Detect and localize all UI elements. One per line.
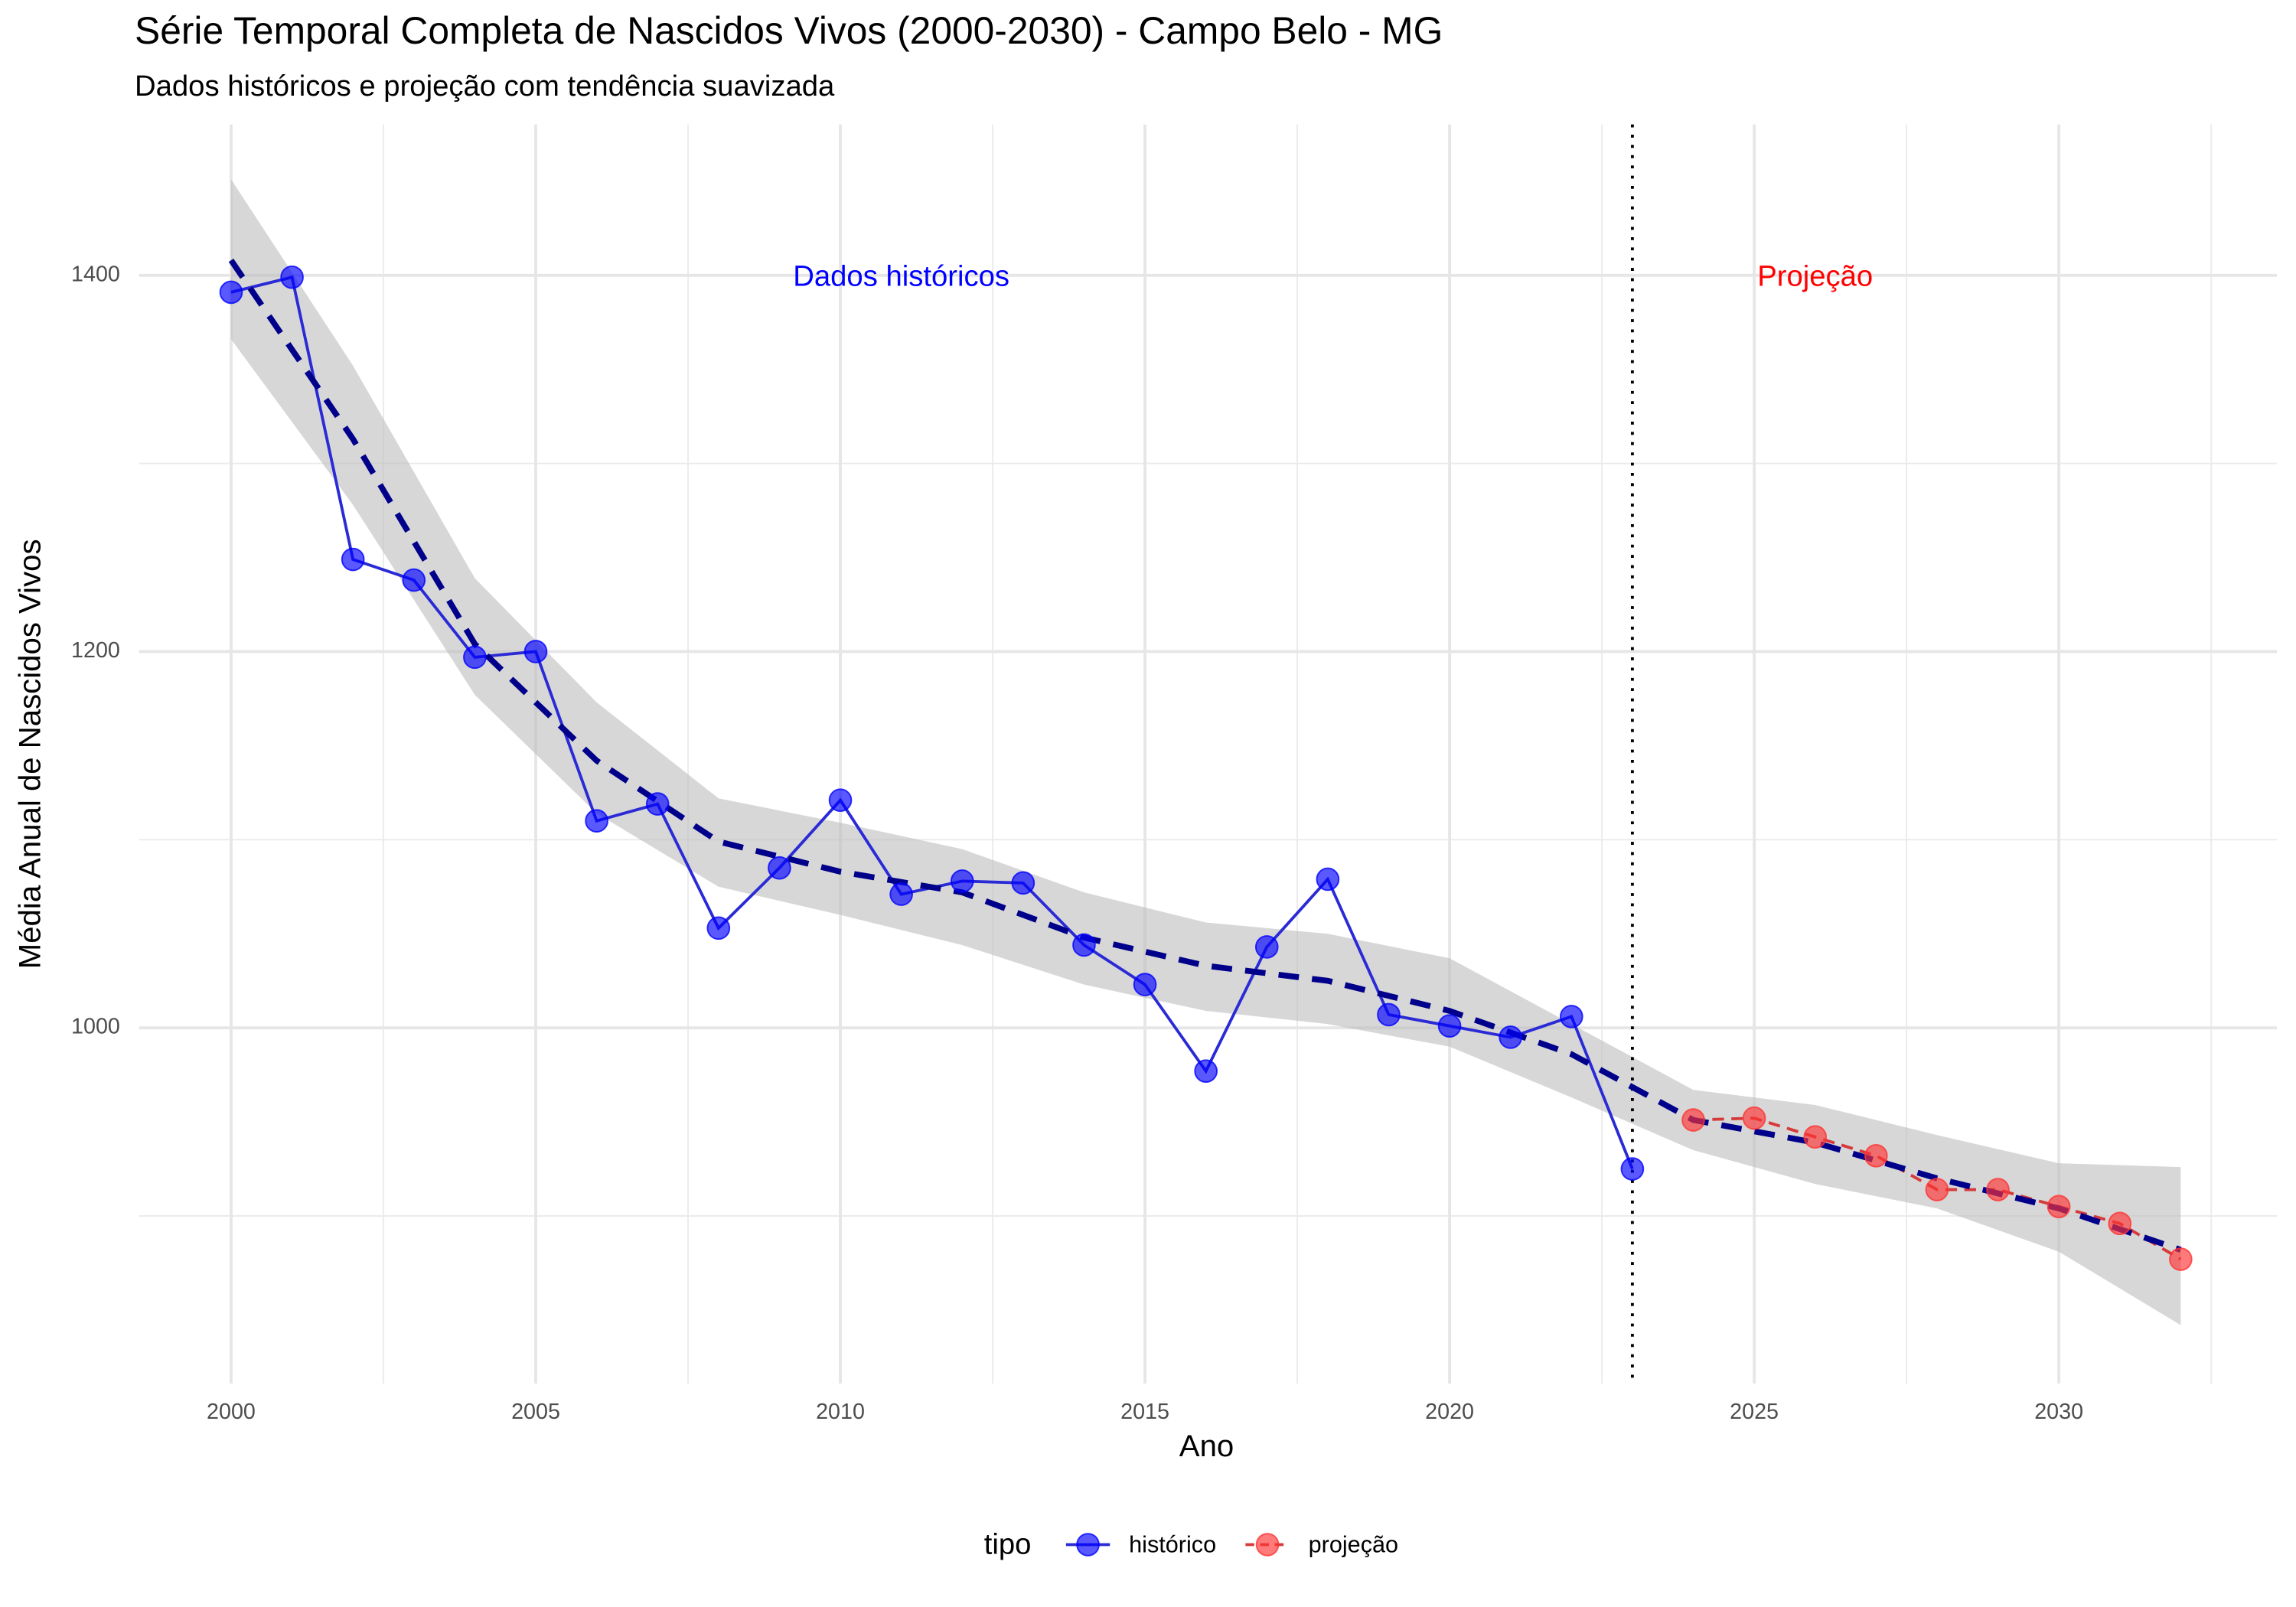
x-tick-label: 2015	[1120, 1400, 1169, 1424]
x-tick-label: 2000	[207, 1400, 256, 1424]
x-tick-label: 2005	[511, 1400, 560, 1424]
data-point	[828, 788, 853, 812]
data-point	[1559, 1005, 1583, 1028]
plot-area	[219, 124, 2193, 1384]
data-point	[2108, 1211, 2132, 1236]
x-tick-label: 2010	[816, 1400, 865, 1424]
confidence-band	[230, 179, 2181, 1325]
x-axis-title: Ano	[1179, 1429, 1234, 1463]
legend: tipo histórico projeção	[984, 1528, 1398, 1561]
data-point	[523, 640, 548, 663]
data-point	[1499, 1025, 1522, 1049]
data-point	[219, 280, 243, 305]
data-point	[1194, 1059, 1218, 1084]
data-point	[463, 645, 487, 670]
data-point	[1925, 1178, 1949, 1201]
data-point	[1864, 1144, 1888, 1168]
data-point	[280, 265, 304, 289]
data-point	[1254, 935, 1279, 959]
legend-key-point	[1076, 1533, 1100, 1556]
data-point	[1620, 1157, 1645, 1181]
chart-title: Série Temporal Completa de Nascidos Vivo…	[135, 9, 1443, 52]
data-point	[950, 869, 974, 893]
data-point	[1437, 1014, 1462, 1038]
y-tick-label: 1400	[71, 262, 120, 286]
data-point	[1011, 871, 1035, 895]
y-tick-label: 1000	[71, 1015, 120, 1039]
data-point	[1072, 933, 1096, 957]
data-point	[1377, 1002, 1401, 1027]
legend-label: projeção	[1309, 1532, 1398, 1558]
data-point	[1742, 1106, 1766, 1130]
data-point	[889, 882, 913, 906]
legend-key-point	[1255, 1533, 1280, 1556]
data-point	[645, 792, 670, 816]
x-tick-label: 2025	[1730, 1400, 1779, 1424]
data-point	[402, 568, 426, 592]
legend-label: histórico	[1129, 1532, 1216, 1558]
data-point	[1803, 1125, 1828, 1149]
y-axis-title: Média Anual de Nascidos Vivos	[13, 539, 47, 969]
chart-subtitle: Dados históricos e projeção com tendênci…	[135, 70, 835, 103]
data-point	[1133, 973, 1157, 996]
data-point	[1681, 1108, 1705, 1132]
legend-title: tipo	[984, 1528, 1032, 1561]
data-point	[341, 547, 365, 572]
x-tick-label: 2020	[1425, 1400, 1474, 1424]
data-point	[585, 809, 608, 833]
data-point	[2047, 1195, 2071, 1219]
y-tick-label: 1200	[71, 638, 120, 663]
annotation: Projeção	[1757, 260, 1873, 293]
data-point	[1986, 1178, 2010, 1201]
x-tick-label: 2030	[2034, 1400, 2083, 1424]
trend-line	[228, 258, 2182, 1253]
data-point	[1316, 867, 1340, 892]
data-point	[2169, 1247, 2193, 1271]
data-point	[768, 856, 791, 880]
data-point	[706, 916, 731, 940]
annotation: Dados históricos	[793, 260, 1009, 293]
